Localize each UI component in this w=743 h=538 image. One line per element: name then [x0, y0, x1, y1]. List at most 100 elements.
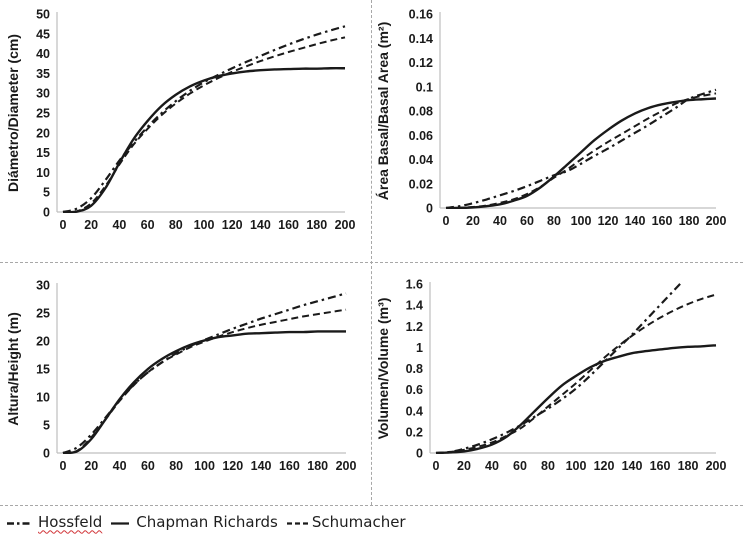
x-tick-label: 200	[335, 218, 356, 232]
x-tick-label: 160	[650, 459, 671, 473]
y-tick-label: 25	[36, 307, 50, 321]
y-tick-label: 1.4	[406, 299, 423, 313]
x-tick-label: 140	[250, 218, 271, 232]
x-tick-label: 100	[194, 218, 215, 232]
legend-item-schumacher: Schumacher	[286, 513, 406, 531]
x-tick-label: 60	[141, 218, 155, 232]
x-tick-label: 20	[457, 459, 471, 473]
x-tick-label: 180	[679, 214, 700, 228]
x-tick-label: 60	[141, 459, 155, 473]
y-tick-label: 0	[426, 202, 433, 216]
y-axis-title: Diámetro/Diameter (cm)	[5, 34, 21, 192]
y-tick-label: 0.08	[409, 105, 433, 119]
chart-volume: 0 0.2 0.4 0.6 0.8 1 1.2 1.4 1.6 0 20 40 60 80 100 120 14…	[372, 263, 743, 505]
legend: Hossfeld Chapman Richards Schumacher	[6, 505, 736, 538]
legend-label-schumacher: Schumacher	[311, 512, 406, 531]
y-tick-label: 0.2	[406, 425, 423, 439]
x-tick-label: 0	[433, 459, 440, 473]
x-tick-label: 60	[513, 459, 527, 473]
y-tick-label: 1.2	[406, 320, 423, 334]
y-tick-label: 0.1	[416, 80, 433, 94]
y-tick-label: 45	[36, 27, 50, 41]
y-tick-label: 40	[36, 47, 50, 61]
basal-area-plot: 0 0.02 0.04 0.06 0.08 0.1 0.12 0.14 0.16 0 20 40 60 8…	[375, 8, 727, 229]
y-tick-label: 35	[36, 67, 50, 81]
x-tick-label: 120	[598, 214, 619, 228]
y-tick-label: 30	[36, 279, 50, 293]
x-tick-label: 120	[222, 218, 243, 232]
y-tick-label: 0.12	[409, 56, 433, 70]
series-hossfeld	[445, 88, 717, 209]
diameter-plot: 0 5 10 15 20 25 30 35 40 45 50 0 20 40 60 80 100 120 140 16…	[5, 8, 356, 233]
y-tick-label: 0	[416, 447, 423, 461]
x-tick-label: 0	[60, 218, 67, 232]
solid-line-icon	[110, 513, 130, 531]
chart-diameter: 0 5 10 15 20 25 30 35 40 45 50 0 20 40 60 80 100 120 140 16…	[0, 0, 371, 262]
y-tick-label: 10	[36, 166, 50, 180]
legend-label-hossfeld: Hossfeld	[38, 512, 103, 531]
x-tick-label: 80	[541, 459, 555, 473]
y-tick-label: 0	[43, 447, 50, 461]
x-tick-label: 120	[594, 459, 615, 473]
x-tick-label: 80	[547, 214, 561, 228]
x-tick-label: 20	[84, 218, 98, 232]
series-chapman-richards	[435, 344, 717, 454]
y-tick-label: 20	[36, 335, 50, 349]
series-schumacher	[62, 36, 346, 213]
y-tick-label: 0.8	[406, 362, 423, 376]
y-tick-label: 0	[43, 206, 50, 220]
y-tick-label: 0.02	[409, 177, 433, 191]
height-plot: 0 5 10 15 20 25 30 0 20 40 60 80 100 120 140 160 180 200 A…	[5, 279, 356, 474]
legend-label-chapman-richards: Chapman Richards	[136, 512, 278, 531]
x-tick-label: 140	[251, 459, 272, 473]
series-chapman-richards	[62, 67, 346, 213]
x-tick-label: 100	[571, 214, 592, 228]
y-tick-label: 1.6	[406, 278, 423, 292]
x-tick-label: 20	[84, 459, 98, 473]
x-tick-label: 0	[60, 459, 67, 473]
x-tick-label: 140	[622, 459, 643, 473]
y-tick-label: 0.06	[409, 129, 433, 143]
y-tick-label: 5	[43, 186, 50, 200]
y-tick-label: 0.4	[406, 404, 423, 418]
y-axis-title: Área Basal/Basal Area (m²)	[375, 22, 391, 200]
x-tick-label: 60	[520, 214, 534, 228]
x-tick-label: 200	[706, 214, 727, 228]
chart-height: 0 5 10 15 20 25 30 0 20 40 60 80 100 120 140 160 180 200 A…	[0, 263, 371, 505]
x-tick-label: 20	[466, 214, 480, 228]
y-tick-label: 0.6	[406, 383, 423, 397]
y-axis-title: Altura/Height (m)	[5, 312, 21, 426]
volume-plot: 0 0.2 0.4 0.6 0.8 1 1.2 1.4 1.6 0 20 40 60 80 100 120 14…	[375, 278, 727, 474]
x-tick-label: 140	[625, 214, 646, 228]
y-tick-label: 1	[416, 341, 423, 355]
x-tick-label: 80	[169, 218, 183, 232]
x-tick-label: 120	[222, 459, 243, 473]
x-tick-label: 180	[678, 459, 699, 473]
series-chapman-richards	[62, 330, 346, 454]
series-hossfeld	[62, 25, 346, 213]
x-tick-label: 180	[307, 459, 328, 473]
dashdot-line-icon	[6, 513, 32, 531]
y-tick-label: 25	[36, 107, 50, 121]
series-schumacher	[445, 92, 717, 209]
y-tick-label: 15	[36, 363, 50, 377]
y-tick-label: 0.14	[409, 32, 433, 46]
y-tick-label: 0.16	[409, 8, 433, 22]
y-tick-label: 15	[36, 146, 50, 160]
x-tick-label: 40	[112, 218, 126, 232]
x-tick-label: 160	[279, 459, 300, 473]
x-tick-label: 100	[566, 459, 587, 473]
x-tick-label: 40	[493, 214, 507, 228]
series-schumacher	[435, 293, 717, 454]
x-tick-label: 40	[485, 459, 499, 473]
chart-basal-area: 0 0.02 0.04 0.06 0.08 0.1 0.12 0.14 0.16 0 20 40 60 8…	[372, 0, 743, 262]
x-tick-label: 200	[706, 459, 727, 473]
x-tick-label: 40	[113, 459, 127, 473]
y-tick-label: 5	[43, 419, 50, 433]
x-tick-label: 80	[169, 459, 183, 473]
y-tick-label: 10	[36, 391, 50, 405]
series-chapman-richards	[445, 97, 717, 209]
y-axis-title: Volumen/Volume (m³)	[375, 298, 391, 440]
y-tick-label: 30	[36, 87, 50, 101]
